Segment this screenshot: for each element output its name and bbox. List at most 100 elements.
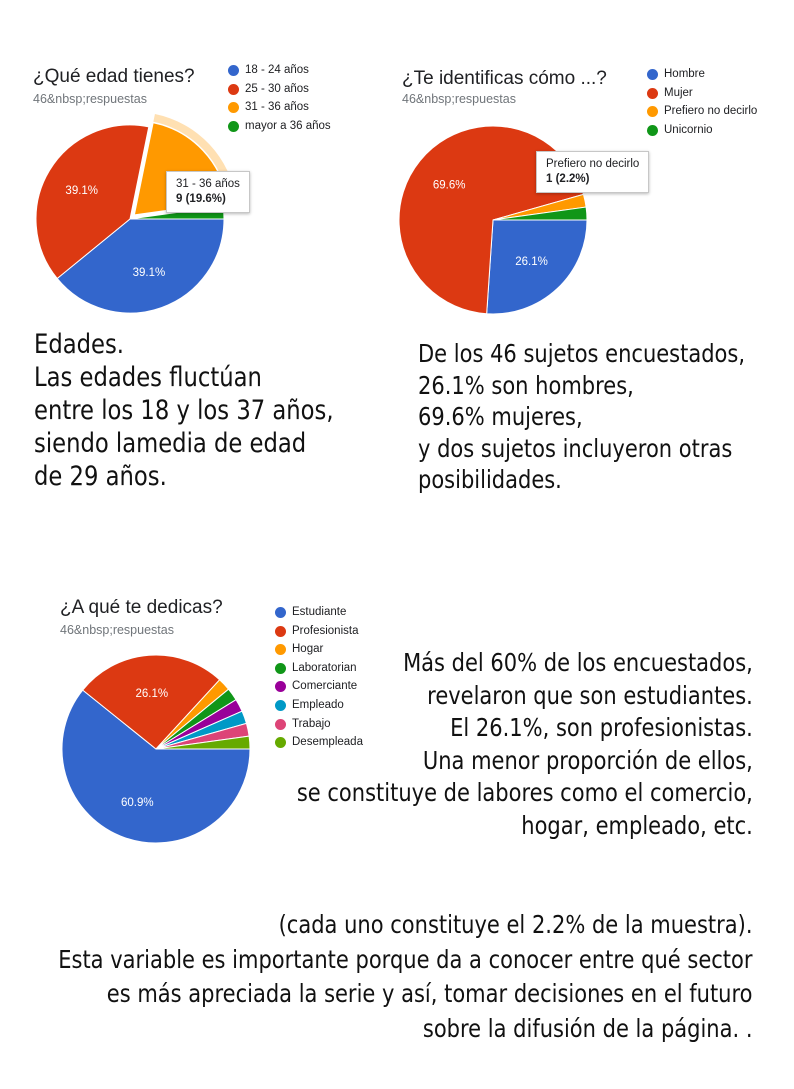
legend-label: Unicornio: [664, 123, 713, 136]
text-line: Más del 60% de los encuestados,: [403, 648, 753, 677]
gender-chart: ¿Te identificas cómo ...? 46&nbsp;respue…: [0, 0, 794, 315]
gender-chart-subtitle: 46&nbsp;respuestas: [402, 92, 516, 106]
legend-label: Comerciante: [292, 680, 358, 693]
legend-label: Desempleada: [292, 736, 363, 749]
tooltip-value: 1 (2.2%): [546, 173, 590, 185]
text-line: siendo lamedia de edad: [34, 428, 307, 459]
text-line: Las edades fluctúan: [34, 362, 262, 393]
text-line: es más apreciada la serie y así, tomar d…: [107, 979, 753, 1008]
legend-swatch: [228, 65, 239, 76]
occupation-description: Más del 60% de los encuestados, revelaro…: [297, 647, 753, 843]
occupation-chart-subtitle: 46&nbsp;respuestas: [60, 623, 174, 637]
legend-label: Laboratorian: [292, 661, 357, 674]
tooltip-label: Prefiero no decirlo: [546, 158, 640, 170]
occupation-chart: ¿A qué te dedicas? 46&nbsp;respuestas 60…: [0, 0, 794, 844]
legend-label: mayor a 36 años: [245, 119, 331, 132]
pie-slice[interactable]: [486, 219, 588, 315]
legend-item[interactable]: 31 - 36 años: [228, 98, 331, 117]
legend-swatch: [228, 120, 239, 132]
slice-label: 69.6%: [433, 179, 466, 191]
legend-swatch: [275, 625, 286, 637]
legend-item[interactable]: Profesionista: [275, 622, 363, 641]
legend-item[interactable]: Hombre: [647, 65, 757, 84]
age-chart-title: ¿Qué edad tienes?: [33, 66, 195, 87]
legend-item[interactable]: Empleado: [275, 696, 363, 715]
legend-item[interactable]: Unicornio: [647, 121, 757, 140]
legend-swatch: [275, 607, 286, 618]
legend-label: Empleado: [292, 698, 344, 711]
legend-swatch: [647, 87, 658, 99]
legend-label: 18 - 24 años: [245, 64, 309, 76]
occupation-chart-title: ¿A qué te dedicas?: [60, 597, 223, 618]
slice-label: 39.1%: [65, 185, 98, 197]
text-line: 69.6% mujeres,: [418, 402, 583, 431]
gender-tooltip: Prefiero no decirlo 1 (2.2%): [536, 151, 650, 193]
legend-swatch: [275, 718, 286, 730]
legend-item[interactable]: mayor a 36 años: [228, 117, 331, 136]
legend-item[interactable]: Comerciante: [275, 677, 363, 696]
pie-slice[interactable]: [155, 735, 251, 750]
gender-legend: Hombre Mujer Prefiero no decirlo Unicorn…: [647, 65, 757, 139]
slice-label: 39.1%: [133, 267, 166, 279]
text-line: y dos sujetos incluyeron otras: [418, 433, 733, 463]
legend-swatch: [228, 102, 239, 114]
text-line: El 26.1%, son profesionistas.: [450, 713, 753, 743]
legend-swatch: [275, 644, 286, 656]
text-line: revelaron que son estudiantes.: [427, 680, 753, 710]
text-line: entre los 18 y los 37 años,: [34, 395, 334, 426]
text-line: (cada uno constituye el 2.2% de la muest…: [279, 910, 753, 939]
legend-item[interactable]: Hogar: [275, 640, 363, 659]
legend-item[interactable]: Trabajo: [275, 715, 363, 734]
text-line: Esta variable es importante porque da a …: [58, 944, 753, 974]
legend-item[interactable]: 25 - 30 años: [228, 80, 331, 99]
legend-swatch: [275, 662, 286, 674]
pie-slice[interactable]: [61, 689, 251, 844]
pie-slice[interactable]: [56, 218, 225, 314]
legend-item[interactable]: Desempleada: [275, 733, 363, 752]
legend-item[interactable]: Estudiante: [275, 603, 363, 622]
legend-label: Profesionista: [292, 624, 359, 637]
legend-swatch: [275, 737, 286, 749]
tooltip-label: 31 - 36 años: [176, 178, 240, 190]
gender-description: De los 46 sujetos encuestados, 26.1% son…: [418, 338, 745, 496]
gender-chart-title: ¿Te identificas cómo ...?: [402, 68, 607, 89]
text-line: se constituye de labores como el comerci…: [297, 778, 753, 808]
legend-label: Estudiante: [292, 606, 347, 618]
text-line: 26.1% son hombres,: [418, 370, 634, 400]
text-line: De los 46 sujetos encuestados,: [418, 339, 746, 368]
text-line: posibilidades.: [418, 465, 562, 494]
legend-swatch: [647, 106, 658, 118]
legend-label: Hogar: [292, 643, 324, 656]
legend-swatch: [647, 124, 658, 136]
legend-label: Mujer: [664, 86, 693, 99]
age-chart-subtitle: 46&nbsp;respuestas: [33, 92, 147, 106]
occupation-legend: Estudiante Profesionista Hogar Laborator…: [275, 603, 363, 752]
pie-slice[interactable]: [492, 206, 588, 221]
legend-item[interactable]: Mujer: [647, 84, 757, 103]
age-tooltip: 31 - 36 años 9 (19.6%): [166, 171, 250, 213]
text-line: Edades.: [34, 329, 125, 360]
age-description: Edades. Las edades fluctúan entre los 18…: [34, 328, 334, 493]
slice-label: 26.1%: [135, 688, 168, 700]
age-legend: 18 - 24 años 25 - 30 años 31 - 36 años m…: [228, 61, 331, 135]
pie-slice[interactable]: [35, 124, 150, 280]
occupation-pie[interactable]: 60.9% 26.1%: [0, 0, 794, 900]
slice-label: 60.9%: [121, 797, 154, 809]
legend-swatch: [275, 681, 286, 693]
tooltip-value: 9 (19.6%): [176, 193, 226, 205]
pie-slice[interactable]: [82, 654, 221, 750]
legend-label: Hombre: [664, 68, 705, 80]
legend-swatch: [275, 699, 286, 711]
slice-label: 26.1%: [515, 256, 548, 268]
legend-item[interactable]: Prefiero no decirlo: [647, 102, 757, 121]
text-line: sobre la difusión de la página. .: [423, 1013, 753, 1043]
legend-label: Trabajo: [292, 717, 331, 730]
text-line: de 29 años.: [34, 461, 167, 492]
legend-item[interactable]: 18 - 24 años: [228, 61, 331, 80]
text-line: hogar, empleado, etc.: [521, 810, 753, 840]
legend-swatch: [228, 83, 239, 95]
text-line: Una menor proporción de ellos,: [423, 745, 753, 775]
legend-label: 31 - 36 años: [245, 101, 309, 114]
age-chart: ¿Qué edad tienes? 46&nbsp;respuestas 39.…: [0, 0, 794, 314]
legend-item[interactable]: Laboratorian: [275, 659, 363, 678]
